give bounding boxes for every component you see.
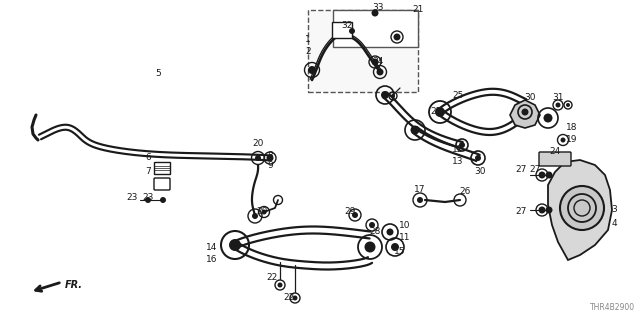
Text: 4: 4	[611, 220, 617, 228]
Circle shape	[349, 28, 355, 34]
Text: 34: 34	[372, 58, 384, 67]
Text: 31: 31	[552, 93, 564, 102]
Text: 30: 30	[474, 167, 486, 177]
Circle shape	[543, 114, 552, 123]
Circle shape	[435, 107, 445, 117]
Circle shape	[376, 68, 383, 76]
Text: 1: 1	[305, 36, 311, 44]
Text: 14: 14	[206, 244, 218, 252]
Text: 3: 3	[611, 205, 617, 214]
Text: 11: 11	[399, 234, 411, 243]
Polygon shape	[548, 160, 612, 260]
Text: 12: 12	[452, 146, 464, 155]
Text: 28: 28	[369, 228, 381, 236]
Text: 21: 21	[412, 5, 424, 14]
Circle shape	[556, 102, 561, 108]
Text: 13: 13	[452, 157, 464, 166]
Text: 30: 30	[524, 93, 536, 102]
Circle shape	[538, 172, 545, 179]
Text: 7: 7	[145, 167, 151, 177]
Circle shape	[292, 295, 298, 300]
Text: 15: 15	[394, 247, 406, 257]
Circle shape	[365, 242, 376, 252]
Text: 8: 8	[267, 150, 273, 159]
Circle shape	[417, 197, 423, 203]
Text: 6: 6	[145, 153, 151, 162]
Circle shape	[255, 155, 261, 161]
Circle shape	[160, 197, 166, 203]
Circle shape	[391, 94, 395, 98]
Circle shape	[352, 212, 358, 218]
Circle shape	[381, 91, 389, 99]
Circle shape	[545, 206, 552, 213]
Circle shape	[410, 125, 419, 134]
FancyBboxPatch shape	[154, 178, 170, 190]
Text: 10: 10	[399, 220, 411, 229]
Circle shape	[566, 103, 570, 107]
Text: 16: 16	[206, 255, 218, 265]
Circle shape	[560, 186, 604, 230]
Text: 2: 2	[305, 47, 311, 57]
Circle shape	[262, 210, 266, 214]
Circle shape	[538, 206, 545, 213]
Bar	[332, 22, 352, 38]
Text: 17: 17	[414, 186, 426, 195]
Text: 23: 23	[126, 194, 138, 203]
Text: FR.: FR.	[65, 280, 83, 290]
Bar	[308, 10, 418, 92]
Text: 5: 5	[155, 68, 161, 77]
Text: 20: 20	[252, 140, 264, 148]
Circle shape	[561, 138, 566, 142]
Text: 20: 20	[256, 207, 268, 217]
Circle shape	[522, 108, 529, 116]
Text: 24: 24	[549, 148, 561, 156]
Circle shape	[371, 10, 378, 17]
Circle shape	[371, 59, 378, 66]
Text: 22: 22	[266, 274, 278, 283]
Circle shape	[387, 228, 394, 236]
Bar	[154, 162, 170, 174]
Text: 23: 23	[142, 194, 154, 203]
Text: 27: 27	[515, 165, 527, 174]
Text: 26: 26	[460, 188, 470, 196]
Circle shape	[394, 34, 401, 41]
Text: 33: 33	[372, 4, 384, 12]
Circle shape	[369, 222, 375, 228]
Circle shape	[545, 172, 552, 179]
Text: 9: 9	[267, 161, 273, 170]
Circle shape	[145, 197, 151, 203]
Circle shape	[266, 155, 273, 162]
Circle shape	[252, 213, 258, 219]
Circle shape	[391, 243, 399, 251]
Text: 27: 27	[515, 207, 527, 217]
Text: 25: 25	[452, 91, 464, 100]
Text: 22: 22	[284, 293, 294, 302]
Bar	[333, 10, 418, 47]
Text: 29: 29	[344, 207, 356, 217]
Circle shape	[308, 66, 316, 74]
Circle shape	[229, 239, 241, 251]
Text: THR4B2900: THR4B2900	[590, 303, 635, 312]
FancyBboxPatch shape	[539, 152, 571, 166]
Text: 19: 19	[566, 135, 578, 145]
Text: 25: 25	[430, 108, 442, 116]
Circle shape	[278, 283, 282, 287]
Text: 32: 32	[341, 20, 353, 29]
Text: 18: 18	[566, 124, 578, 132]
Polygon shape	[510, 100, 540, 128]
Circle shape	[459, 142, 465, 148]
Circle shape	[475, 155, 481, 161]
Text: 27: 27	[529, 165, 541, 174]
